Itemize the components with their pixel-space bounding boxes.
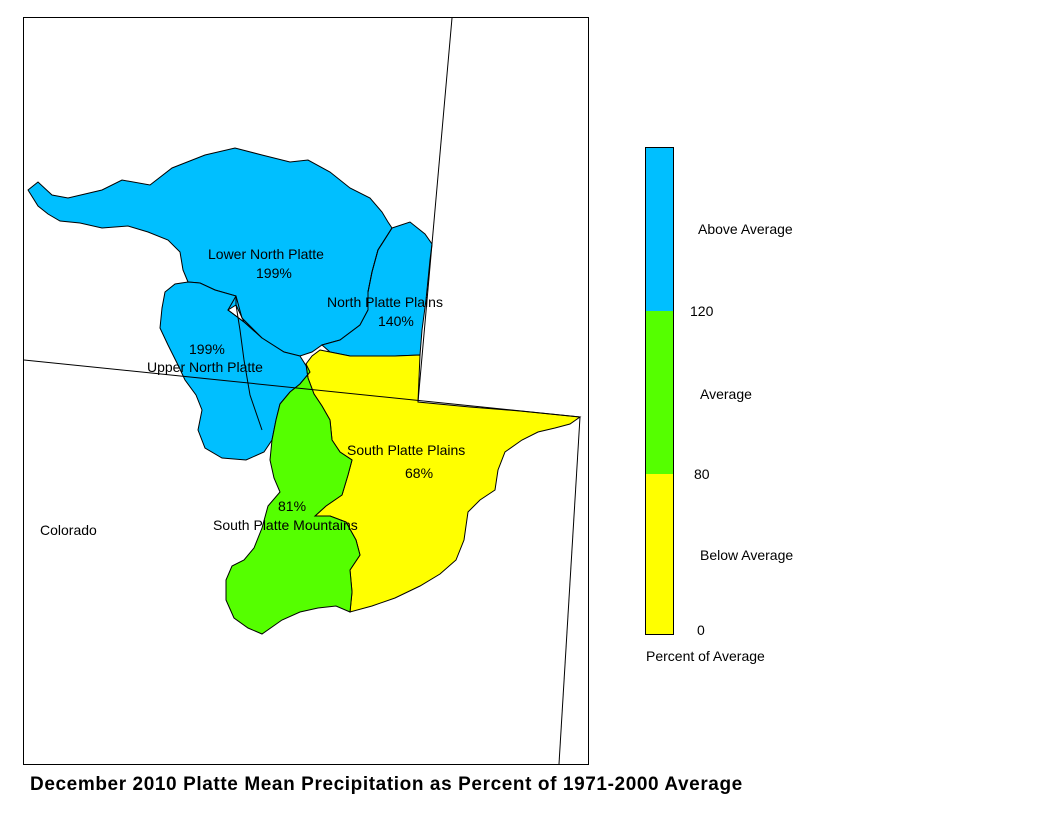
legend-tick-0: 0 [697, 622, 705, 638]
basin-divider [235, 295, 263, 339]
legend-swatch-average [646, 311, 673, 474]
colorado-north-border [24, 359, 581, 418]
basin-name-upper-north-platte: Upper North Platte [147, 359, 263, 375]
map-frame [23, 17, 589, 765]
map-title: December 2010 Platte Mean Precipitation … [30, 774, 743, 795]
basin-divider [227, 295, 245, 323]
basin-divider [367, 227, 393, 293]
basin-value-lower-north-platte: 199% [256, 265, 292, 281]
basin-value-north-platte-plains: 140% [378, 313, 414, 329]
basin-divider [235, 304, 263, 431]
state-label-colorado: Colorado [40, 522, 97, 538]
legend-label-average: Average [700, 386, 752, 402]
colorado-east-border [558, 416, 581, 764]
legend-swatch-above-average [646, 148, 673, 311]
basin-name-south-platte-plains: South Platte Plains [347, 442, 466, 458]
basin-value-south-platte-mountains: 81% [278, 498, 307, 514]
legend-tick-80: 80 [694, 466, 710, 482]
legend-tick-120: 120 [690, 303, 714, 319]
legend-label-below-average: Below Average [700, 547, 794, 563]
boundary-lines [24, 18, 581, 764]
basin-name-north-platte-plains: North Platte Plains [327, 294, 443, 310]
basin-south-platte-mountains[interactable] [225, 363, 361, 635]
basin-value-south-platte-plains: 68% [405, 465, 434, 481]
wyoming-nebraska-border [417, 18, 453, 403]
basin-value-upper-north-platte: 199% [189, 341, 225, 357]
legend-color-bar [645, 147, 674, 635]
basin-name-lower-north-platte: Lower North Platte [208, 246, 324, 262]
legend-title: Percent of Average [646, 648, 765, 664]
legend-swatch-below-average [646, 474, 673, 634]
legend-label-above-average: Above Average [698, 221, 793, 237]
basin-name-south-platte-mountains: South Platte Mountains [213, 517, 358, 533]
